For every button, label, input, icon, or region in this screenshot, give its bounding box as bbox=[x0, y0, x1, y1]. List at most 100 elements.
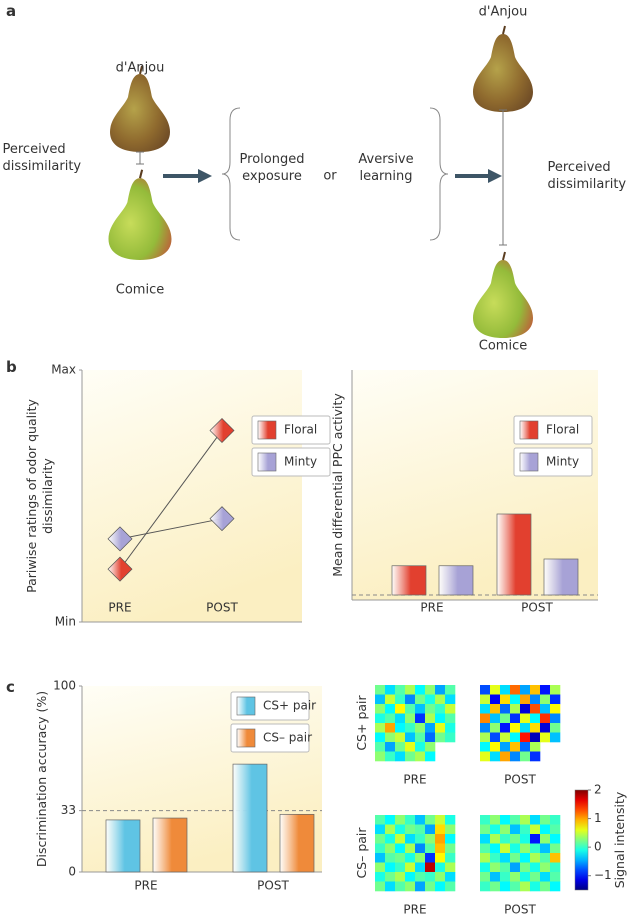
condition-label: or bbox=[323, 168, 337, 184]
heatmap-cell bbox=[425, 713, 436, 724]
heatmap-cell bbox=[405, 723, 416, 733]
heatmap-cell bbox=[375, 824, 386, 835]
heatmap-cell bbox=[500, 862, 511, 873]
heatmap-cell bbox=[480, 834, 491, 844]
heatmap-cell bbox=[480, 815, 491, 825]
heatmap-cell bbox=[520, 815, 531, 825]
column-label: PRE bbox=[403, 903, 426, 917]
heatmap-cell bbox=[540, 704, 551, 714]
heatmap-cell bbox=[395, 853, 406, 863]
heatmap-cell bbox=[375, 713, 386, 724]
heatmap-cell bbox=[385, 834, 396, 844]
heatmap-cell bbox=[405, 824, 416, 835]
heatmap-cell bbox=[415, 685, 426, 695]
colorbar-tick-label: 1 bbox=[594, 811, 602, 825]
y-tick-label: 33 bbox=[61, 803, 76, 817]
heatmap-cell bbox=[415, 824, 426, 835]
heatmap-cell bbox=[500, 853, 511, 863]
heatmap-cell bbox=[550, 862, 561, 873]
heatmap-cell bbox=[480, 694, 491, 705]
heatmap-cell bbox=[520, 685, 531, 695]
heatmap-cell bbox=[550, 834, 561, 844]
heatmap-cell bbox=[395, 713, 406, 724]
heatmap-cell bbox=[415, 751, 426, 762]
panel-label: c bbox=[6, 678, 15, 696]
heatmap-cell bbox=[490, 742, 501, 752]
heatmap-cell bbox=[415, 872, 426, 882]
heatmap-cell bbox=[540, 694, 551, 705]
heatmap-cell bbox=[510, 732, 521, 743]
panel-label: b bbox=[6, 358, 17, 376]
heatmap-cell bbox=[435, 815, 446, 825]
heatmap-cell bbox=[500, 881, 511, 892]
heatmap-cell bbox=[520, 694, 531, 705]
heatmap-cell bbox=[375, 853, 386, 863]
heatmap-cell bbox=[490, 751, 501, 762]
panel-label: a bbox=[6, 2, 17, 20]
heatmap-cell bbox=[435, 853, 446, 863]
heatmap-cell bbox=[480, 742, 491, 752]
pear-label: d'Anjou bbox=[478, 4, 528, 20]
heatmap-cell bbox=[480, 704, 491, 714]
heatmap-cell bbox=[385, 862, 396, 873]
heatmap-cell bbox=[435, 824, 446, 835]
heatmap-cell bbox=[500, 824, 511, 835]
heatmap-cell bbox=[520, 713, 531, 724]
x-tick-label: POST bbox=[257, 879, 289, 893]
marker bbox=[209, 506, 235, 532]
heatmap-cell bbox=[530, 704, 541, 714]
heatmap-cell bbox=[500, 723, 511, 733]
axis-title: Pariwise ratings of odor quality dissimi… bbox=[24, 399, 55, 593]
side-label: Perceived dissimilarity bbox=[547, 160, 627, 192]
heatmap-cell bbox=[385, 751, 396, 762]
heatmap-cell bbox=[385, 815, 396, 825]
axis-title: Discrimination accuracy (%) bbox=[34, 690, 49, 868]
heatmap-cell bbox=[540, 834, 551, 844]
heatmap-cell bbox=[425, 694, 436, 705]
heatmap-cell bbox=[395, 742, 406, 752]
heatmap-cell bbox=[530, 742, 541, 752]
legend-label: Minty bbox=[546, 455, 579, 469]
heatmap-cell bbox=[425, 815, 436, 825]
heatmap-cell bbox=[550, 694, 561, 705]
x-tick-label: PRE bbox=[420, 601, 443, 615]
heatmap-cell bbox=[550, 713, 561, 724]
heatmap-cell bbox=[445, 685, 456, 695]
heatmap-cell bbox=[385, 881, 396, 892]
heatmap-cell bbox=[520, 834, 531, 844]
heatmap-cell bbox=[385, 843, 396, 854]
pear-label: d'Anjou bbox=[115, 60, 165, 76]
heatmap-cell bbox=[395, 862, 406, 873]
arrow bbox=[163, 169, 212, 183]
heatmap-cell bbox=[550, 853, 561, 863]
heatmap-cell bbox=[445, 713, 456, 724]
heatmap-cell bbox=[395, 723, 406, 733]
heatmap-cell bbox=[480, 723, 491, 733]
heatmap-cell bbox=[395, 834, 406, 844]
heatmap-cell bbox=[490, 732, 501, 743]
heatmap-cell bbox=[540, 881, 551, 892]
axis-title: Mean differential PPC activity bbox=[330, 393, 345, 577]
heatmap-cell bbox=[490, 872, 501, 882]
heatmap-cell bbox=[530, 862, 541, 873]
heatmap-cell bbox=[480, 732, 491, 743]
bar bbox=[279, 813, 315, 873]
heatmap-cell bbox=[510, 742, 521, 752]
heatmap-cell bbox=[445, 881, 456, 892]
x-tick-label: PRE bbox=[108, 601, 131, 615]
heatmap-cell bbox=[490, 834, 501, 844]
heatmap-cell bbox=[415, 853, 426, 863]
heatmap-cell bbox=[480, 853, 491, 863]
heatmap-cell bbox=[395, 872, 406, 882]
distance-bar bbox=[136, 151, 144, 165]
y-tick-label: Min bbox=[55, 615, 76, 629]
heatmap-cell bbox=[445, 824, 456, 835]
heatmap-cell bbox=[490, 815, 501, 825]
legend-label: Floral bbox=[546, 423, 579, 437]
heatmap-cell bbox=[415, 742, 426, 752]
heatmap-cell bbox=[520, 723, 531, 733]
heatmap-cell bbox=[510, 685, 521, 695]
heatmap-cell bbox=[500, 685, 511, 695]
